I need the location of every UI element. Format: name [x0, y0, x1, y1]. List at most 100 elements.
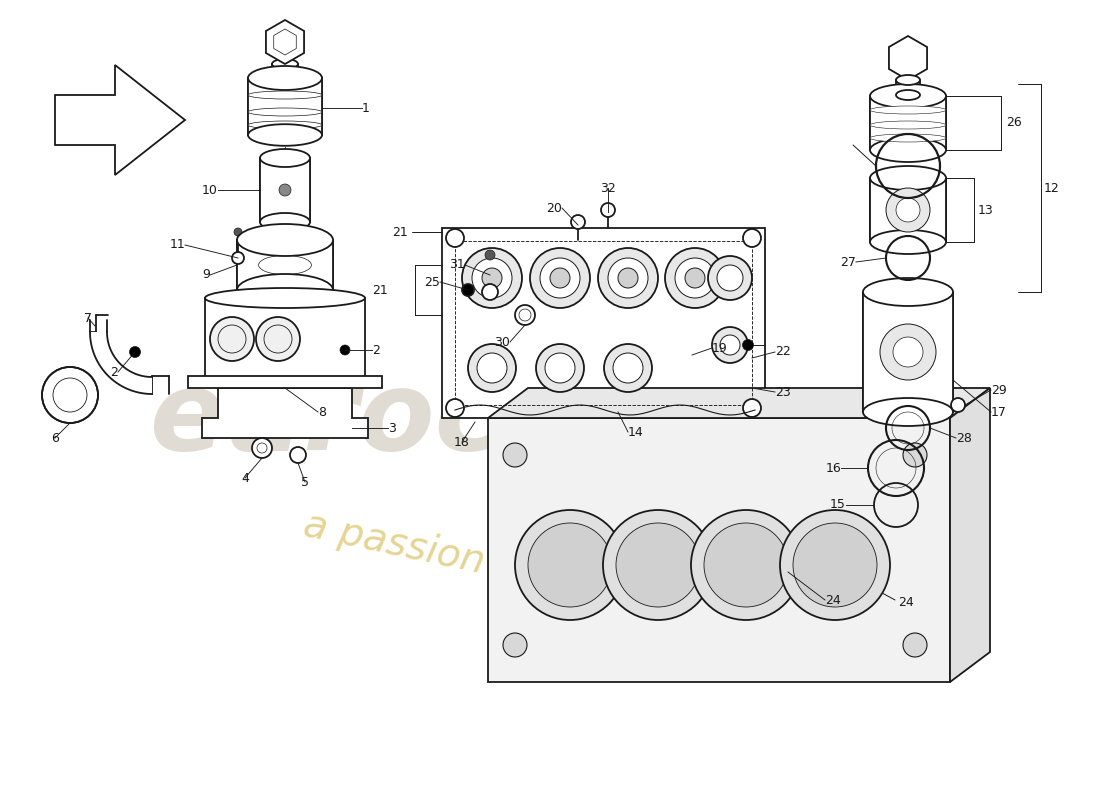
Polygon shape [274, 29, 296, 55]
Polygon shape [260, 158, 310, 222]
Circle shape [210, 317, 254, 361]
Text: 12: 12 [1044, 182, 1059, 194]
Text: 21: 21 [393, 226, 408, 238]
Ellipse shape [258, 255, 311, 274]
Bar [442, 228, 764, 418]
Circle shape [279, 184, 292, 196]
Text: 19: 19 [712, 342, 728, 354]
Circle shape [704, 523, 788, 607]
Text: 29: 29 [991, 383, 1006, 397]
Text: 23: 23 [776, 386, 791, 398]
Bar [205, 298, 365, 380]
Circle shape [896, 198, 920, 222]
Text: 24: 24 [825, 594, 840, 606]
Circle shape [613, 353, 644, 383]
Circle shape [446, 229, 464, 247]
Text: 26: 26 [1006, 117, 1022, 130]
Text: 8: 8 [318, 406, 326, 418]
Circle shape [685, 268, 705, 288]
Ellipse shape [896, 75, 920, 85]
Circle shape [793, 523, 877, 607]
Circle shape [256, 317, 300, 361]
Circle shape [536, 344, 584, 392]
Circle shape [903, 443, 927, 467]
Text: 18: 18 [454, 435, 470, 449]
Text: 14: 14 [628, 426, 643, 438]
Circle shape [608, 258, 648, 298]
Circle shape [616, 523, 700, 607]
Ellipse shape [870, 134, 946, 142]
Circle shape [482, 268, 502, 288]
Text: 11: 11 [169, 238, 185, 251]
Ellipse shape [248, 66, 322, 90]
Text: 2: 2 [110, 366, 118, 378]
Ellipse shape [248, 121, 322, 129]
Circle shape [472, 258, 512, 298]
Text: 2: 2 [372, 343, 379, 357]
Circle shape [468, 344, 516, 392]
Text: 32: 32 [601, 182, 616, 194]
Text: 13: 13 [978, 203, 993, 217]
Bar [455, 241, 752, 405]
Circle shape [717, 265, 743, 291]
Circle shape [482, 284, 498, 300]
Text: 15: 15 [830, 498, 846, 511]
Text: 30: 30 [494, 335, 510, 349]
Ellipse shape [248, 108, 322, 116]
Circle shape [462, 284, 474, 296]
Text: 3: 3 [388, 422, 396, 434]
Circle shape [503, 443, 527, 467]
Polygon shape [889, 36, 927, 80]
Ellipse shape [272, 59, 298, 69]
Ellipse shape [272, 71, 298, 81]
Circle shape [130, 346, 141, 358]
Circle shape [893, 337, 923, 367]
Text: 24: 24 [898, 595, 914, 609]
Text: 17: 17 [991, 406, 1006, 418]
Circle shape [290, 447, 306, 463]
Bar [188, 376, 382, 388]
Text: 31: 31 [449, 258, 465, 271]
Text: 25: 25 [425, 275, 440, 289]
Circle shape [712, 327, 748, 363]
Circle shape [530, 248, 590, 308]
Text: 22: 22 [776, 346, 791, 358]
Bar [488, 418, 950, 682]
Circle shape [515, 510, 625, 620]
Text: 10: 10 [202, 183, 218, 197]
Ellipse shape [870, 230, 946, 254]
Circle shape [708, 256, 752, 300]
Polygon shape [950, 388, 990, 682]
Ellipse shape [248, 124, 322, 146]
Text: a passion for: a passion for [300, 506, 552, 594]
Circle shape [528, 523, 612, 607]
Circle shape [903, 633, 927, 657]
Polygon shape [202, 388, 368, 438]
Text: 9: 9 [202, 269, 210, 282]
Circle shape [42, 367, 98, 423]
Circle shape [666, 248, 725, 308]
Text: 21: 21 [372, 283, 388, 297]
Polygon shape [870, 96, 946, 150]
Ellipse shape [870, 166, 946, 190]
Ellipse shape [864, 278, 953, 306]
Circle shape [477, 353, 507, 383]
Text: euroc: euroc [150, 366, 502, 474]
Circle shape [598, 248, 658, 308]
Text: 6: 6 [51, 431, 59, 445]
Polygon shape [248, 78, 322, 135]
Text: 16: 16 [825, 462, 842, 474]
Circle shape [544, 353, 575, 383]
Circle shape [601, 203, 615, 217]
Circle shape [340, 345, 350, 355]
Polygon shape [266, 20, 304, 64]
Circle shape [691, 510, 801, 620]
Ellipse shape [870, 121, 946, 129]
Circle shape [604, 344, 652, 392]
Circle shape [603, 510, 713, 620]
Circle shape [252, 438, 272, 458]
Ellipse shape [236, 224, 333, 256]
Ellipse shape [864, 398, 953, 426]
Circle shape [485, 250, 495, 260]
Text: 4: 4 [241, 471, 249, 485]
